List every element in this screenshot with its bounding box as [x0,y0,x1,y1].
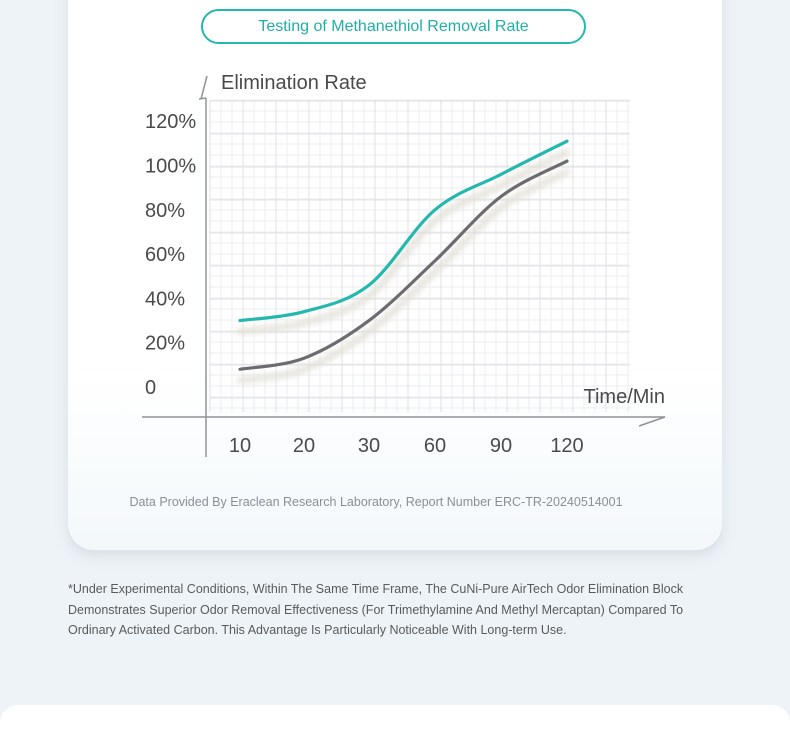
chart-axes [142,75,666,457]
chart-title: Testing of Methanethiol Removal Rate [201,9,586,44]
chart-labels: 0 20% 40% 60% 80% 100% 120% 10 20 30 60 90 120 Elimin… [145,72,665,457]
x-tick-label: 60 [424,435,446,457]
series-1-line [238,139,569,323]
x-tick-label: 20 [293,435,315,457]
y-tick-label: 40% [145,288,185,310]
series-1-shadow [236,148,571,336]
x-tick-label: 90 [490,435,512,457]
y-axis-title: Elimination Rate [221,72,367,94]
y-tick-label: 120% [145,111,196,133]
line-chart: 0 20% 40% 60% 80% 100% 120% 10 20 30 60 90 120 Elimin… [129,72,666,509]
x-axis-arrow [638,416,666,427]
y-tick-label: 60% [145,244,185,266]
bottom-panel [0,705,790,745]
y-tick-label: 100% [145,156,196,178]
series-2-line [238,159,569,371]
x-axis-title: Time/Min [584,386,665,408]
y-tick-label: 20% [145,333,185,355]
y-tick-label: 0 [145,377,156,399]
y-axis-arrow [200,75,208,100]
x-tick-label: 10 [229,435,251,457]
footnote: *Under Experimental Conditions, Within T… [68,582,684,637]
chart-card [68,0,722,550]
chart-series [236,139,571,384]
series-2-shadow [236,168,571,384]
x-tick-label: 120 [550,435,583,457]
y-tick-label: 80% [145,200,185,222]
x-tick-label: 30 [358,435,380,457]
source-note: Data Provided By Eraclean Research Labor… [129,495,622,509]
